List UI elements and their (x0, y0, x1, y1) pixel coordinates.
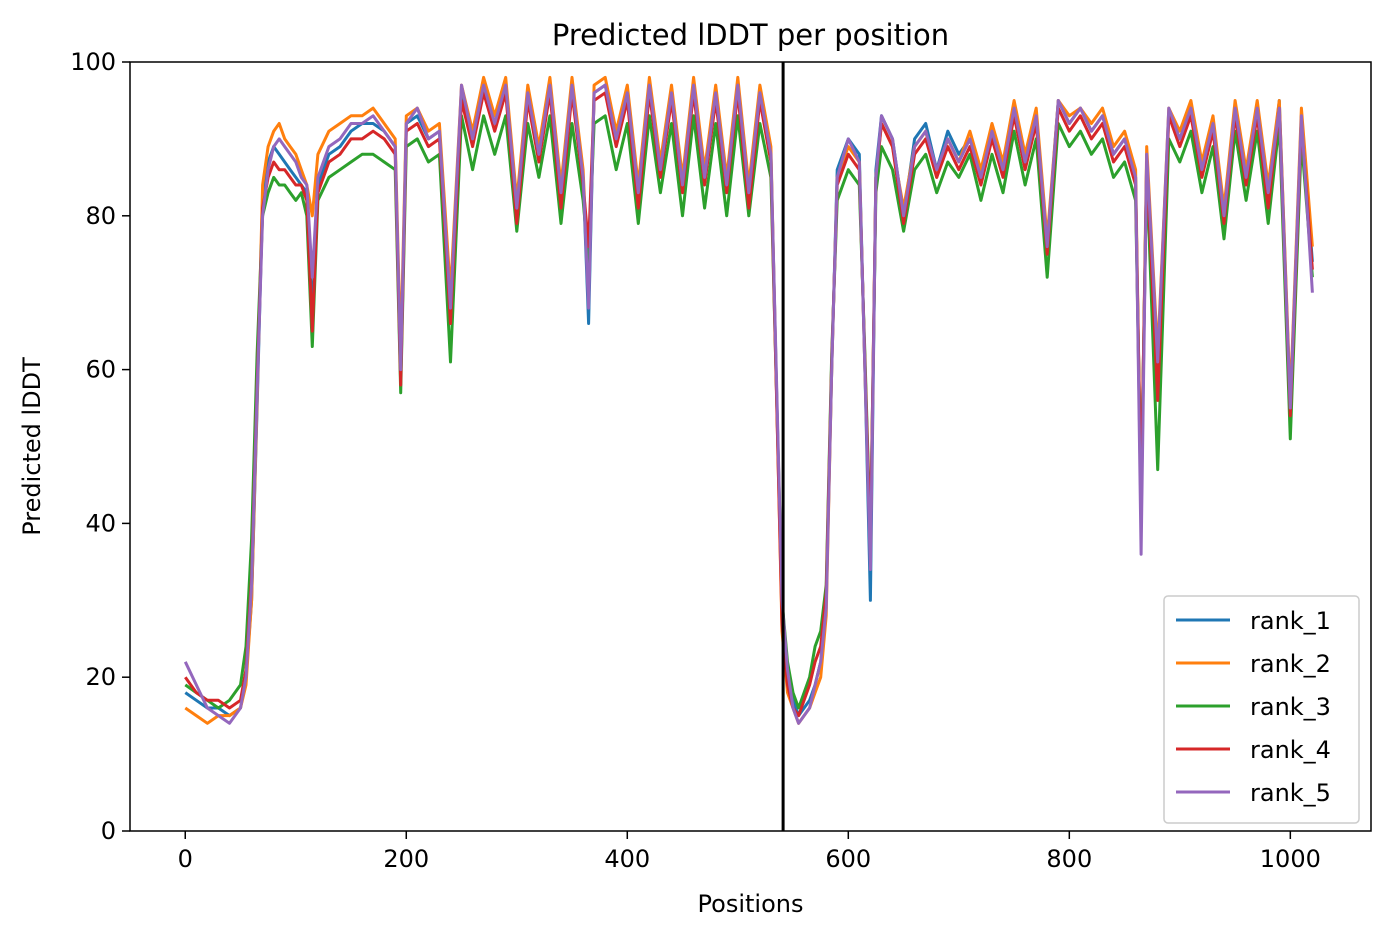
legend-box (1163, 595, 1360, 824)
x-axis-ticks: 0 200 400 600 800 1000 (178, 831, 1321, 873)
legend-label: rank_4 (1250, 736, 1331, 764)
y-tick-label: 40 (85, 509, 116, 537)
y-tick-label: 60 (85, 356, 116, 384)
legend-label: rank_1 (1250, 607, 1331, 635)
x-tick-label: 200 (383, 845, 429, 873)
legend-label: rank_5 (1250, 779, 1331, 807)
x-tick-label: 1000 (1260, 845, 1321, 873)
x-tick-label: 600 (825, 845, 871, 873)
x-tick-label: 0 (178, 845, 193, 873)
y-axis-ticks: 0 20 40 60 80 100 (70, 48, 130, 845)
x-axis-label: Positions (698, 890, 804, 918)
plot-frame (129, 61, 1372, 832)
legend-label: rank_2 (1250, 650, 1331, 678)
y-axis-label: Predicted lDDT (18, 357, 46, 536)
legend-label: rank_3 (1250, 693, 1331, 721)
y-tick-label: 100 (70, 48, 116, 76)
x-tick-label: 800 (1046, 845, 1092, 873)
plot-series-group (183, 75, 1314, 725)
x-tick-label: 400 (604, 845, 650, 873)
y-tick-label: 0 (101, 817, 116, 845)
series-line-rank-5 (183, 83, 1314, 725)
y-tick-label: 20 (85, 663, 116, 691)
y-tick-label: 80 (85, 202, 116, 230)
chart-title: Predicted lDDT per position (552, 18, 949, 52)
legend: rank_1 rank_2 rank_3 rank_4 rank_5 (1163, 595, 1360, 824)
